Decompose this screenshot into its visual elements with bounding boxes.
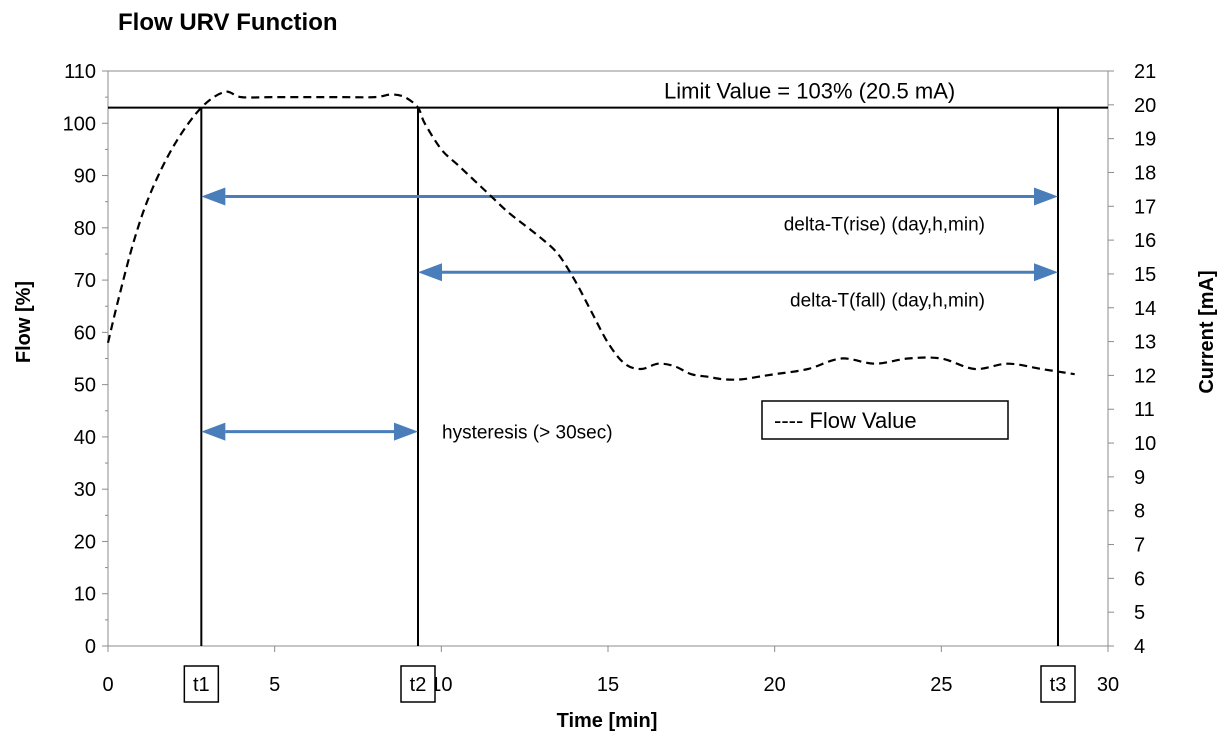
plot-border bbox=[107, 70, 1109, 647]
y2-tick-label: 6 bbox=[1134, 568, 1145, 590]
y-tick-label: 0 bbox=[85, 636, 96, 658]
y2-tick-label: 4 bbox=[1134, 636, 1145, 658]
interval-arrow-head-right bbox=[1034, 263, 1058, 282]
marker-box-t3 bbox=[1040, 665, 1076, 703]
interval-arrow-head-right bbox=[394, 422, 418, 441]
y2-tick-label: 8 bbox=[1134, 501, 1145, 523]
interval-arrow-head-left bbox=[201, 187, 226, 206]
plot-area bbox=[107, 70, 1109, 647]
y2-tick-label: 10 bbox=[1134, 433, 1156, 455]
y-tick-label: 100 bbox=[63, 113, 96, 135]
series-line-flow-value bbox=[106, 90, 1075, 381]
y-tick-label: 10 bbox=[74, 584, 96, 606]
interval-label: delta-T(fall) (day,h,min) bbox=[790, 290, 985, 311]
limit-line-group: Limit Value = 103% (20.5 mA) bbox=[108, 79, 1108, 109]
limit-line-label: Limit Value = 103% (20.5 mA) bbox=[664, 79, 955, 104]
y2-tick-label: 7 bbox=[1134, 535, 1145, 557]
y-tick-label: 50 bbox=[74, 375, 96, 397]
time-markers: t1 t2 t3 bbox=[183, 107, 1076, 703]
chart-title: Flow URV Function bbox=[118, 9, 338, 36]
x-tick-label: 10 bbox=[430, 674, 452, 696]
y-tick-label: 80 bbox=[74, 218, 96, 240]
y2-tick-label: 17 bbox=[1134, 196, 1156, 218]
x-tick-label: 5 bbox=[269, 674, 280, 696]
y2-tick-label: 13 bbox=[1134, 332, 1156, 354]
y-axis-right: 4 5 6 7 8 9 10 11 12 13 14 15 16 17 18 19 20 21 bbox=[1108, 61, 1156, 658]
interval-arrow-head-left bbox=[201, 422, 226, 441]
x-tick-label: 25 bbox=[930, 674, 952, 696]
y2-tick-label: 15 bbox=[1134, 264, 1156, 286]
x-tick-label: 15 bbox=[597, 674, 619, 696]
marker-label-t2: t2 bbox=[410, 674, 427, 696]
interval-label: delta-T(rise) (day,h,min) bbox=[784, 214, 985, 235]
y2-tick-label: 19 bbox=[1134, 129, 1156, 151]
y2-tick-label: 5 bbox=[1134, 602, 1145, 624]
y2-tick-label: 12 bbox=[1134, 365, 1156, 387]
y-tick-label: 90 bbox=[74, 166, 96, 188]
series-group bbox=[106, 90, 1075, 381]
y2-tick-label: 18 bbox=[1134, 162, 1156, 184]
marker-box-t2 bbox=[400, 665, 436, 703]
x-axis-title: Time [min] bbox=[557, 710, 658, 732]
marker-label-t1: t1 bbox=[193, 674, 210, 696]
interval-arrow-head-left bbox=[418, 263, 442, 282]
y2-tick-label: 20 bbox=[1134, 95, 1156, 117]
y2-tick-label: 11 bbox=[1134, 399, 1155, 421]
y-axis-left: 0 10 20 30 40 50 60 70 80 90 100 110 bbox=[63, 61, 108, 658]
marker-box-t1 bbox=[183, 665, 220, 703]
y2-tick-label: 21 bbox=[1134, 61, 1156, 83]
x-tick-label: 30 bbox=[1097, 674, 1119, 696]
interval-label: hysteresis (> 30sec) bbox=[442, 423, 613, 444]
y2-tick-label: 14 bbox=[1134, 298, 1156, 320]
y2-tick-label: 16 bbox=[1134, 230, 1156, 252]
x-axis: 0 5 10 15 20 25 30 bbox=[102, 646, 1119, 696]
y-axis-title: Flow [%] bbox=[13, 281, 35, 363]
x-tick-label: 20 bbox=[764, 674, 786, 696]
y-tick-label: 20 bbox=[74, 531, 96, 553]
legend-label: ---- Flow Value bbox=[774, 408, 917, 433]
marker-label-t3: t3 bbox=[1050, 674, 1067, 696]
y-tick-label: 70 bbox=[74, 270, 96, 292]
y-tick-label: 40 bbox=[74, 427, 96, 449]
y-tick-label: 60 bbox=[74, 322, 96, 344]
interval-arrows: delta-T(rise) (day,h,min) delta-T(fall) (… bbox=[201, 187, 1058, 444]
x-tick-label: 0 bbox=[102, 674, 113, 696]
interval-arrow-head-right bbox=[1034, 187, 1058, 206]
y2-tick-label: 9 bbox=[1134, 467, 1145, 489]
y2-axis-title: Current [mA] bbox=[1196, 270, 1218, 393]
y-tick-label: 110 bbox=[64, 61, 96, 83]
legend-box bbox=[761, 400, 1009, 440]
legend: ---- Flow Value bbox=[761, 400, 1009, 440]
y-tick-label: 30 bbox=[74, 479, 96, 501]
